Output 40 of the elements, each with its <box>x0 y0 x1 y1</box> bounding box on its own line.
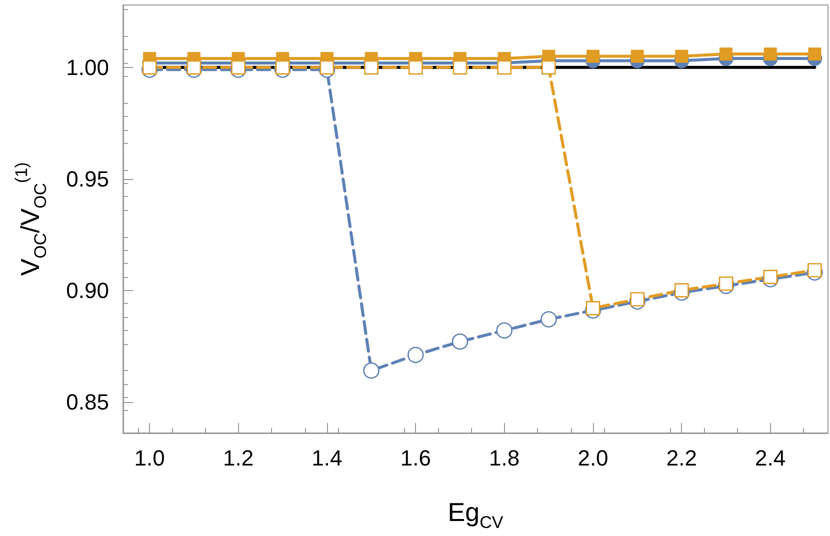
point <box>275 60 290 75</box>
point <box>408 60 423 75</box>
y-tick-label: 1.00 <box>66 54 109 80</box>
point <box>718 276 734 291</box>
point <box>764 48 777 61</box>
point <box>808 263 822 278</box>
y-axis-title: VOC/VOC(1) <box>12 162 50 276</box>
point <box>586 50 600 63</box>
point <box>231 60 246 75</box>
point <box>720 48 733 61</box>
y-tick-label: 0.95 <box>66 166 109 192</box>
x-tick-label: 1.6 <box>400 446 431 470</box>
point <box>540 311 557 328</box>
x-tick-label: 2.0 <box>578 446 608 470</box>
x-tick-label: 1.8 <box>489 446 520 470</box>
point <box>320 60 334 75</box>
x-tick-label: 1.4 <box>312 446 342 470</box>
point <box>364 60 378 75</box>
point <box>586 301 600 316</box>
point <box>763 270 778 284</box>
point <box>186 60 202 75</box>
point <box>674 283 689 298</box>
y-tick-label: 0.90 <box>66 278 109 303</box>
x-tick-label: 2.2 <box>666 446 697 470</box>
point <box>363 362 380 379</box>
point <box>542 60 556 75</box>
x-tick-label: 2.4 <box>755 446 786 470</box>
point <box>675 50 688 63</box>
point <box>630 292 644 306</box>
point <box>496 322 512 339</box>
y-tick-label: 0.85 <box>66 389 109 414</box>
point <box>408 346 424 364</box>
point <box>452 333 468 350</box>
point <box>497 60 512 75</box>
x-tick-label: 1.0 <box>134 446 165 470</box>
point <box>142 60 157 75</box>
point <box>452 60 468 75</box>
x-tick-label: 1.2 <box>222 446 254 470</box>
point <box>808 48 822 61</box>
point <box>630 50 644 63</box>
